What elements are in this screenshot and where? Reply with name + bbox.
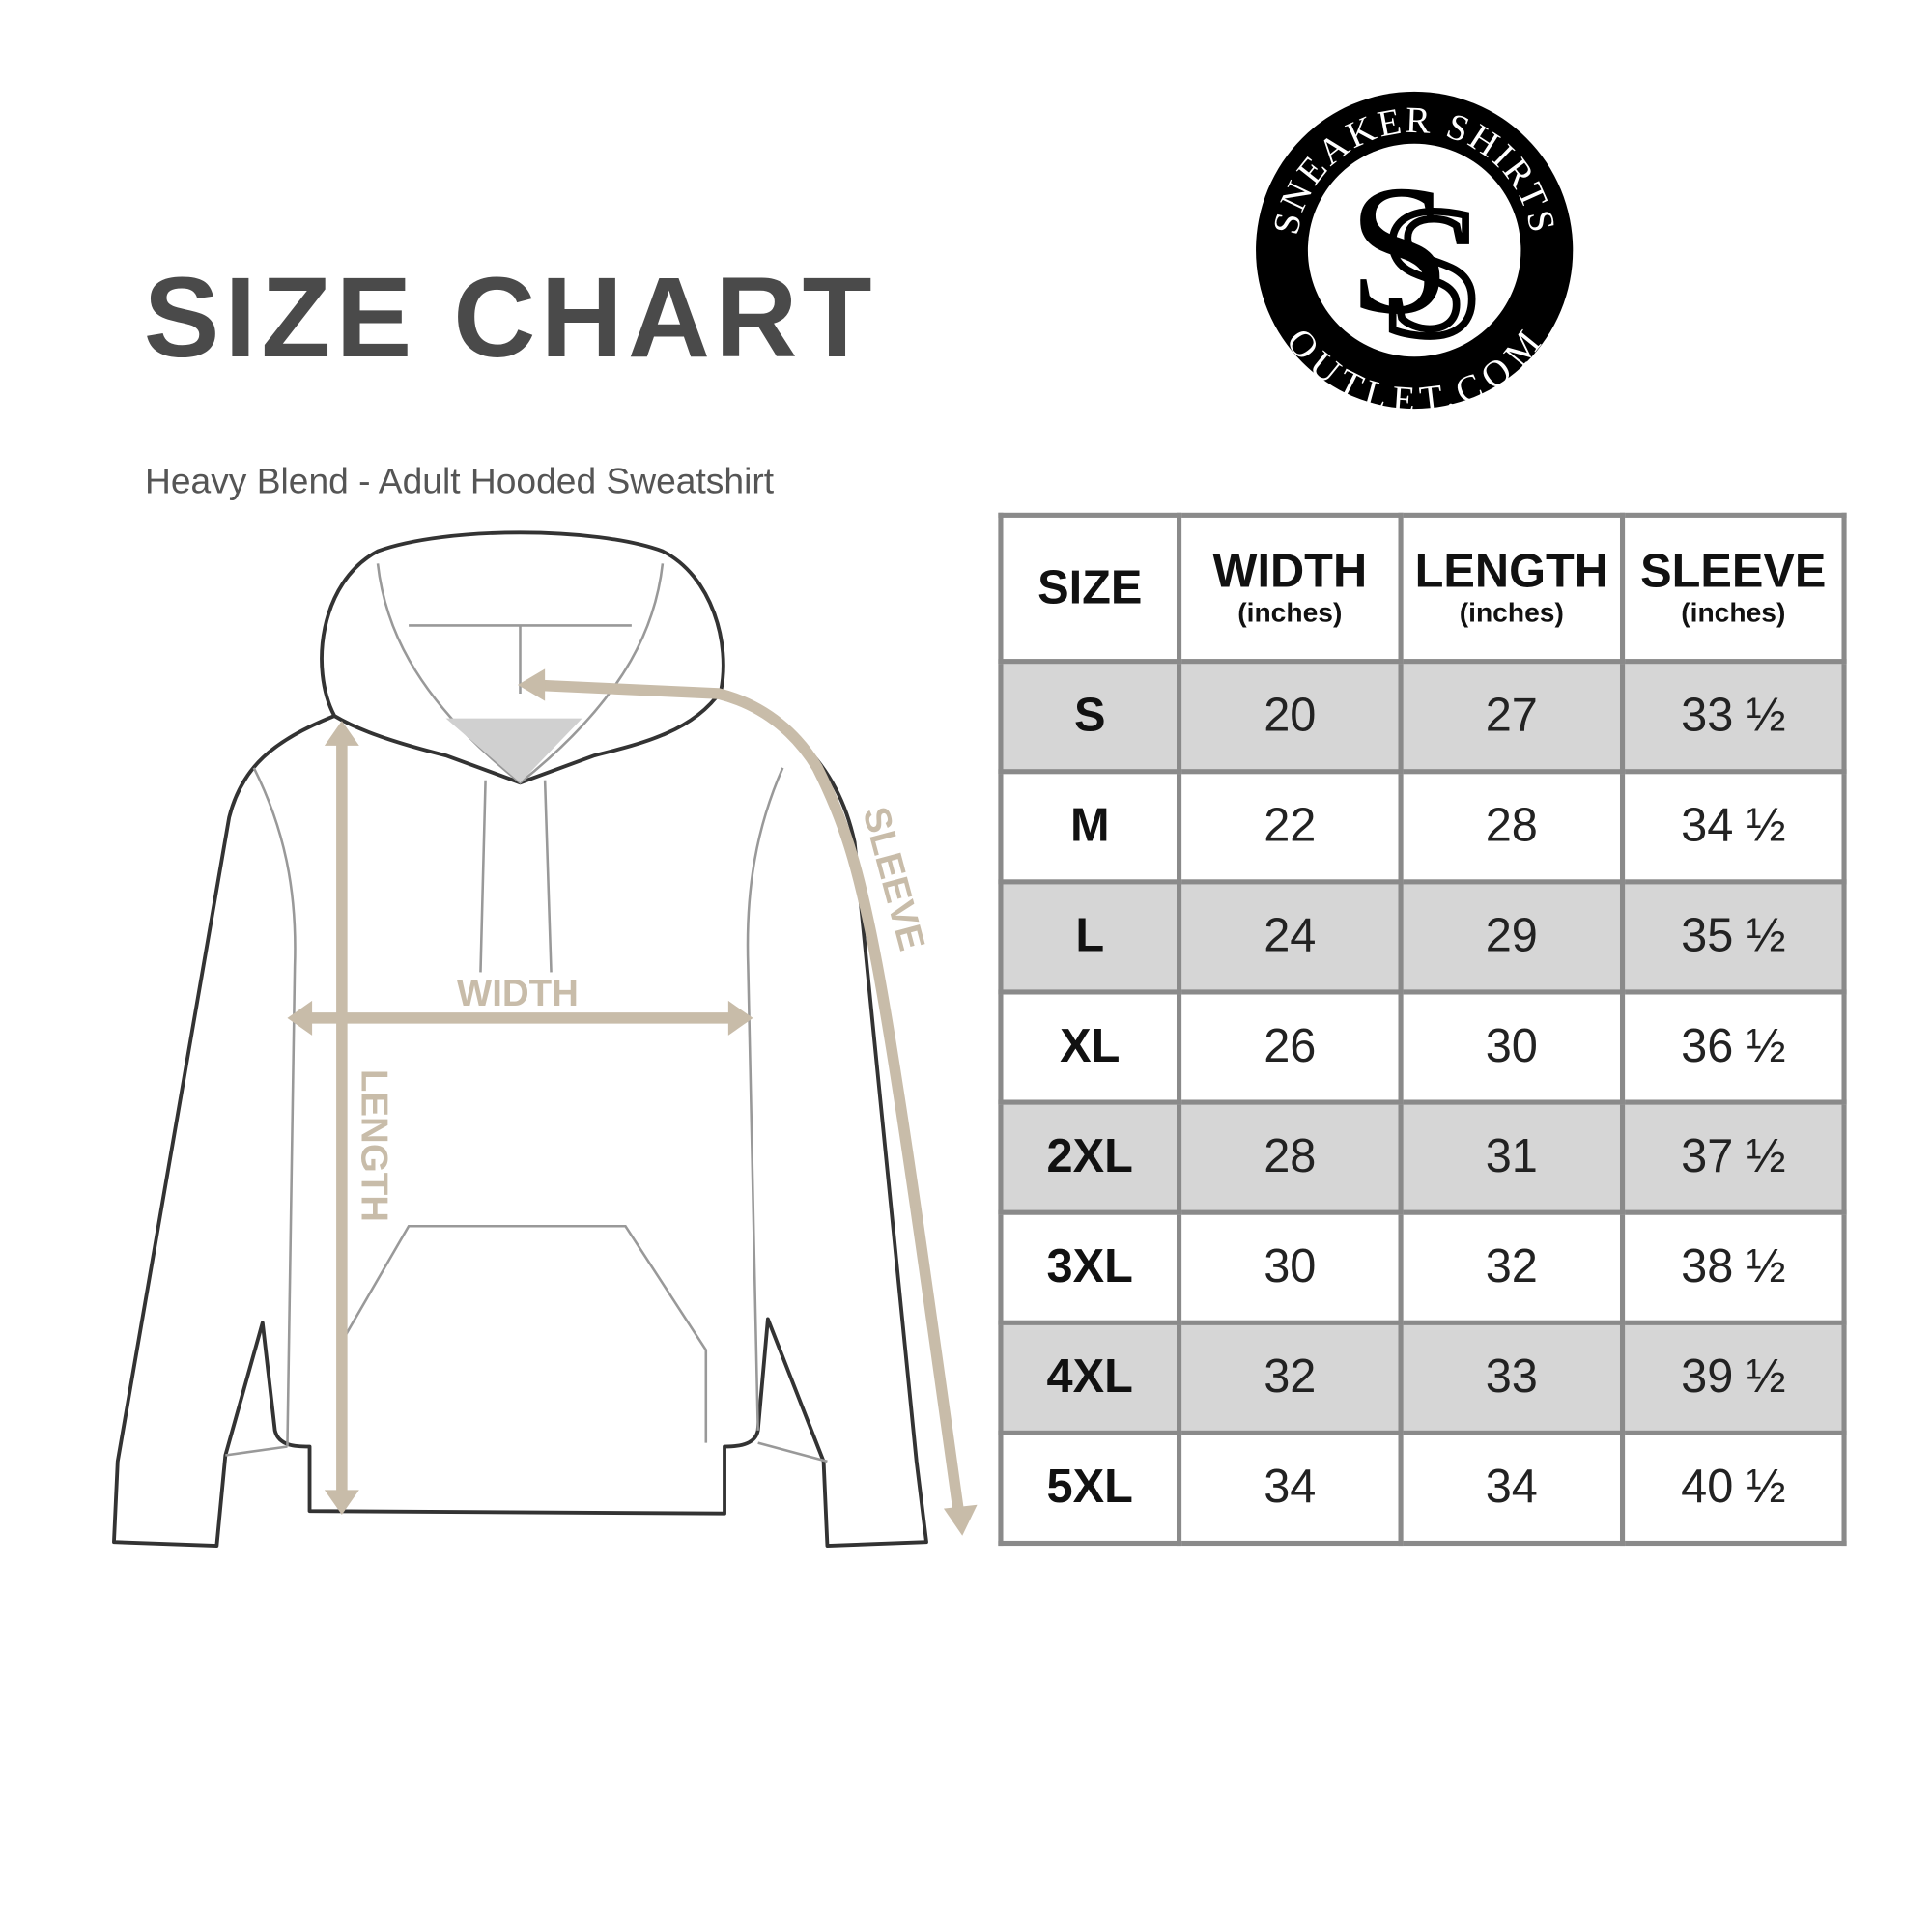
sleeve-cell: 36 ½ <box>1619 989 1847 1105</box>
length-cell: 28 <box>1398 769 1626 885</box>
table-row: S 20 27 33 ½ <box>998 659 1847 775</box>
length-cell: 33 <box>1398 1320 1626 1435</box>
hoodie-diagram: WIDTH LENGTH SLEEVE <box>112 530 978 1548</box>
width-cell: 30 <box>1176 1209 1404 1325</box>
sleeve-cell: 37 ½ <box>1619 1099 1847 1215</box>
size-cell: 5XL <box>998 1430 1182 1547</box>
width-cell: 26 <box>1176 989 1404 1105</box>
width-label: WIDTH <box>457 973 579 1014</box>
brand-logo: SNEAKER SHIRTS OUTLET.COM S S <box>1256 91 1574 415</box>
sleeve-cell: 35 ½ <box>1619 879 1847 995</box>
length-cell: 27 <box>1398 659 1626 775</box>
table-row: 4XL 32 33 39 ½ <box>998 1320 1847 1435</box>
length-cell: 34 <box>1398 1430 1626 1547</box>
size-table: SIZE WIDTH (inches) LENGTH (inches) SLEEVE… <box>998 512 1847 1547</box>
size-cell: 3XL <box>998 1209 1182 1325</box>
size-cell: 4XL <box>998 1320 1182 1435</box>
sleeve-cell: 39 ½ <box>1619 1320 1847 1435</box>
length-cell: 29 <box>1398 879 1626 995</box>
table-row: 5XL 34 34 40 ½ <box>998 1430 1847 1547</box>
header-size: SIZE <box>998 512 1182 665</box>
size-cell: S <box>998 659 1182 775</box>
hoodie-outline <box>112 689 928 1548</box>
hood <box>320 530 725 785</box>
width-cell: 34 <box>1176 1430 1404 1547</box>
pocket <box>339 1224 708 1443</box>
size-cell: M <box>998 769 1182 885</box>
svg-text:S: S <box>1380 169 1484 375</box>
length-cell: 32 <box>1398 1209 1626 1325</box>
table-row: 3XL 30 32 38 ½ <box>998 1209 1847 1325</box>
table-row: M 22 28 34 ½ <box>998 769 1847 885</box>
header-length: LENGTH (inches) <box>1398 512 1626 665</box>
size-cell: L <box>998 879 1182 995</box>
width-cell: 32 <box>1176 1320 1404 1435</box>
length-label: LENGTH <box>353 1069 394 1222</box>
header-width: WIDTH (inches) <box>1176 512 1404 665</box>
table-row: L 24 29 35 ½ <box>998 879 1847 995</box>
header-sleeve: SLEEVE (inches) <box>1619 512 1847 665</box>
width-cell: 22 <box>1176 769 1404 885</box>
page-title: SIZE CHART <box>143 255 877 382</box>
table-row: 2XL 28 31 37 ½ <box>998 1099 1847 1215</box>
table-header-row: SIZE WIDTH (inches) LENGTH (inches) SLEEVE… <box>998 512 1847 665</box>
sleeve-cell: 34 ½ <box>1619 769 1847 885</box>
table-row: XL 26 30 36 ½ <box>998 989 1847 1105</box>
width-cell: 20 <box>1176 659 1404 775</box>
width-cell: 24 <box>1176 879 1404 995</box>
width-cell: 28 <box>1176 1099 1404 1215</box>
size-cell: XL <box>998 989 1182 1105</box>
sleeve-arrow <box>524 679 966 1527</box>
length-cell: 30 <box>1398 989 1626 1105</box>
length-cell: 31 <box>1398 1099 1626 1215</box>
sleeve-cell: 33 ½ <box>1619 659 1847 775</box>
sleeve-cell: 40 ½ <box>1619 1430 1847 1547</box>
svg-text:S: S <box>1348 147 1451 353</box>
size-cell: 2XL <box>998 1099 1182 1215</box>
product-subtitle: Heavy Blend - Adult Hooded Sweatshirt <box>145 462 775 502</box>
sleeve-cell: 38 ½ <box>1619 1209 1847 1325</box>
